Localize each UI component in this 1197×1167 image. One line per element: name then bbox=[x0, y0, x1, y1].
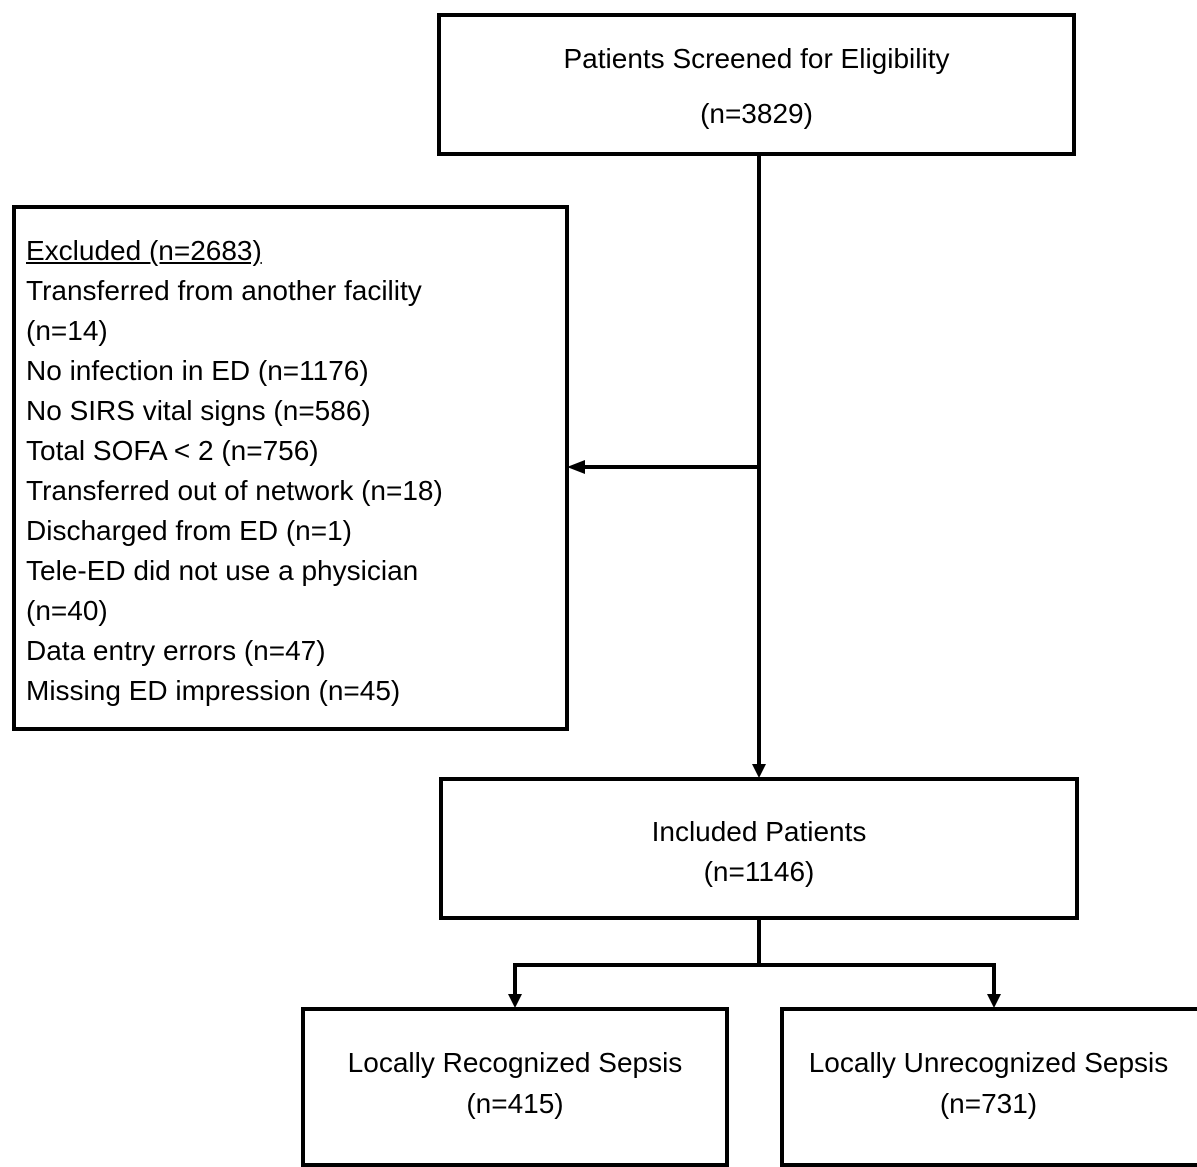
excluded-list: Excluded (n=2683) Transferred from anoth… bbox=[26, 231, 443, 711]
excluded-line: No infection in ED (n=1176) bbox=[26, 355, 369, 386]
unrecognized-title: Locally Unrecognized Sepsis bbox=[808, 1047, 1169, 1078]
arrowhead-unrecognized bbox=[987, 994, 1001, 1008]
recognized-sepsis-box: Locally Recognized Sepsis (n=415) bbox=[301, 1007, 729, 1167]
excluded-line: Discharged from ED (n=1) bbox=[26, 515, 353, 546]
unrecognized-sepsis-box: Locally Unrecognized Sepsis (n=731) bbox=[780, 1007, 1197, 1167]
excluded-line: Tele-ED did not use a physician bbox=[26, 555, 419, 586]
excluded-line: (n=14) bbox=[26, 315, 108, 346]
arrowhead-included bbox=[752, 764, 766, 778]
excluded-line: Missing ED impression (n=45) bbox=[26, 675, 401, 706]
recognized-count: (n=415) bbox=[466, 1088, 564, 1119]
excluded-header: Excluded (n=2683) bbox=[26, 235, 262, 266]
excluded-line: Transferred out of network (n=18) bbox=[26, 475, 443, 506]
excluded-line: No SIRS vital signs (n=586) bbox=[26, 395, 371, 426]
screened-box: Patients Screened for Eligibility (n=382… bbox=[437, 13, 1076, 156]
arrowhead-recognized bbox=[508, 994, 522, 1008]
included-box: Included Patients (n=1146) bbox=[439, 777, 1079, 920]
excluded-box: Excluded (n=2683) Transferred from anoth… bbox=[12, 205, 569, 731]
included-count: (n=1146) bbox=[703, 856, 815, 887]
arrowhead-excluded bbox=[567, 460, 585, 474]
included-title: Included Patients bbox=[651, 816, 867, 847]
excluded-line: Data entry errors (n=47) bbox=[26, 635, 326, 666]
excluded-line: Total SOFA < 2 (n=756) bbox=[26, 435, 319, 466]
excluded-line: Transferred from another facility bbox=[26, 275, 422, 306]
recognized-title: Locally Recognized Sepsis bbox=[347, 1047, 683, 1078]
excluded-line: (n=40) bbox=[26, 595, 108, 626]
unrecognized-count: (n=731) bbox=[939, 1088, 1038, 1119]
screened-title: Patients Screened for Eligibility bbox=[563, 43, 950, 74]
screened-count: (n=3829) bbox=[700, 98, 813, 129]
